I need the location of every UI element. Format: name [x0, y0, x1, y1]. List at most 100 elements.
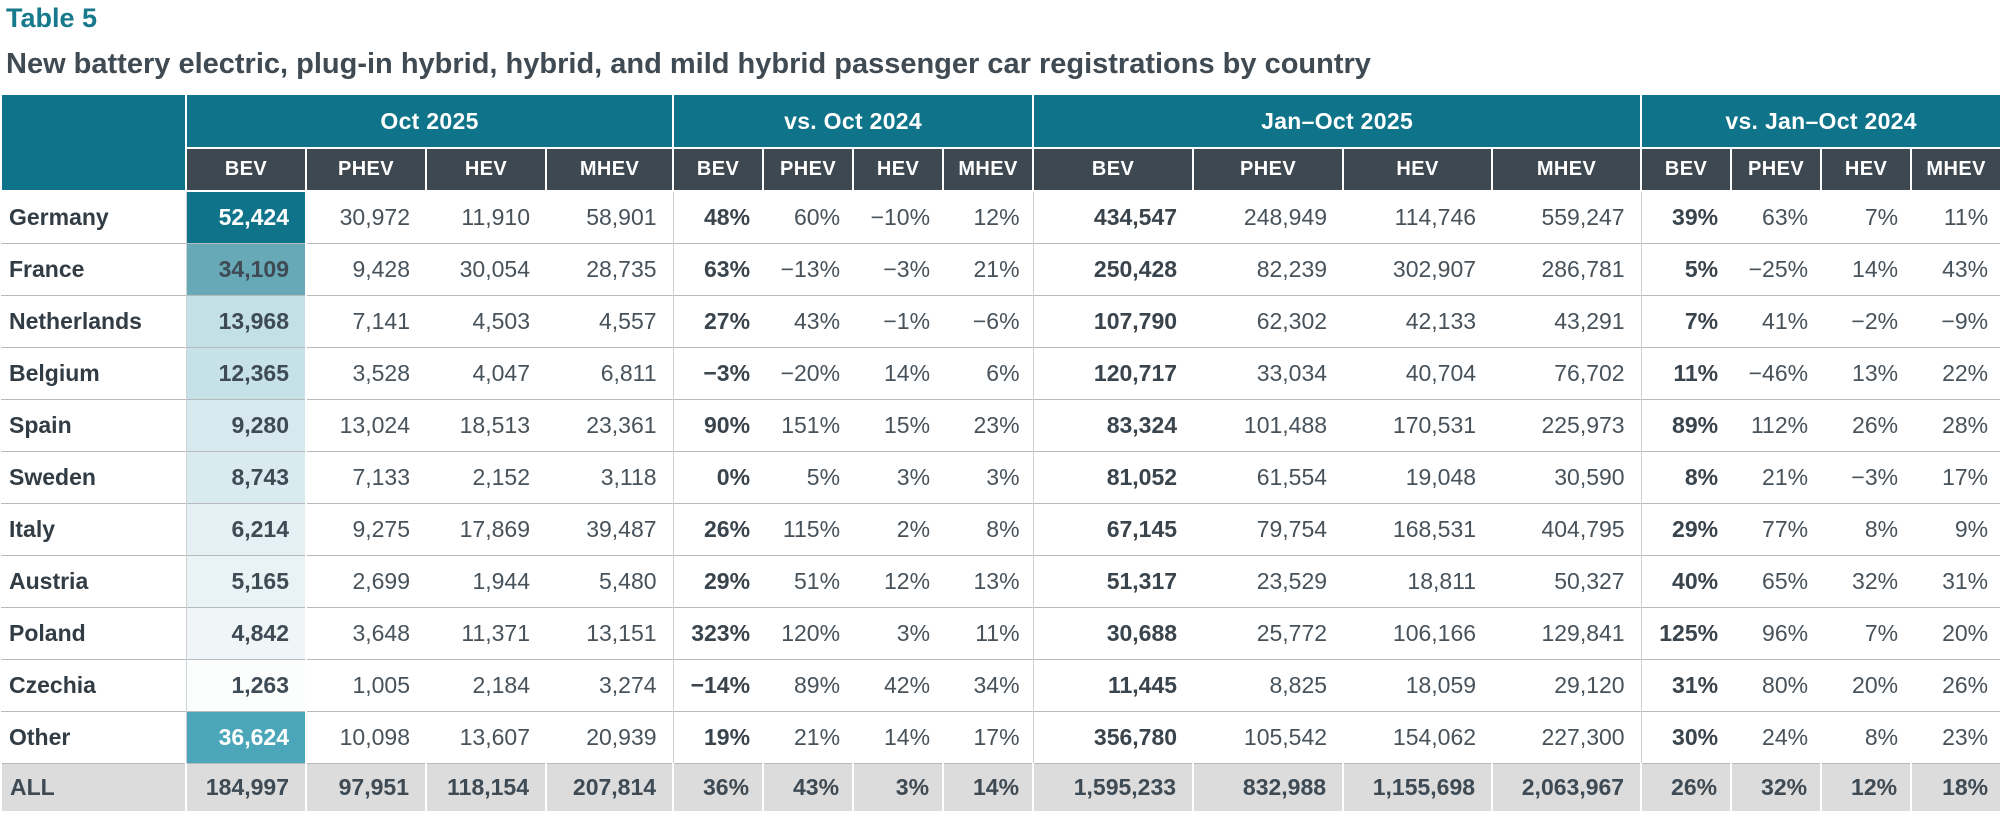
cell-oct-2025-bev: 13,968 [185, 295, 307, 348]
cell-vs-jan-oct-2024-mhev: −9% [1911, 295, 2000, 348]
cell-vs-jan-oct-2024-mhev: 18% [1910, 763, 2000, 812]
cell-vs-oct-2024-hev: 3% [853, 451, 944, 504]
cell-jan-oct-2025-bev: 356,780 [1032, 711, 1194, 764]
cell-jan-oct-2025-hev: 302,907 [1343, 243, 1493, 296]
cell-oct-2025-mhev: 23,361 [546, 399, 674, 452]
cell-vs-jan-oct-2024-bev: 11% [1640, 347, 1732, 400]
cell-oct-2025-hev: 11,371 [426, 607, 546, 660]
cell-oct-2025-hev: 2,184 [426, 659, 546, 712]
cell-oct-2025-phev: 10,098 [306, 711, 426, 764]
table-row: Italy 6,214 9,275 17,869 39,487 26% 115% 2% 8% 67… [1, 503, 2000, 556]
cell-vs-oct-2024-hev: −3% [853, 243, 944, 296]
cell-vs-oct-2024-mhev: 17% [943, 711, 1034, 764]
cell-vs-oct-2024-hev: 42% [853, 659, 944, 712]
cell-oct-2025-mhev: 20,939 [546, 711, 674, 764]
cell-vs-oct-2024-hev: 2% [853, 503, 944, 556]
cell-vs-oct-2024-bev: 36% [672, 763, 764, 812]
cell-vs-oct-2024-hev: 3% [853, 607, 944, 660]
cell-jan-oct-2025-mhev: 76,702 [1492, 347, 1642, 400]
group-header-vs-jan-oct-2024: vs. Jan–Oct 2024 [1640, 93, 2000, 150]
cell-jan-oct-2025-hev: 168,531 [1343, 503, 1493, 556]
cell-jan-oct-2025-mhev: 286,781 [1492, 243, 1642, 296]
cell-oct-2025-bev: 12,365 [185, 347, 307, 400]
cell-oct-2025-mhev: 4,557 [546, 295, 674, 348]
cell-vs-jan-oct-2024-mhev: 26% [1911, 659, 2000, 712]
column-header-phev: PHEV [762, 147, 855, 193]
cell-oct-2025-bev: 34,109 [185, 243, 307, 296]
cell-oct-2025-bev: 4,842 [185, 607, 307, 660]
cell-vs-oct-2024-bev: 63% [672, 243, 764, 296]
row-label: Spain [1, 399, 186, 452]
cell-oct-2025-hev: 4,047 [426, 347, 546, 400]
cell-jan-oct-2025-phev: 8,825 [1193, 659, 1344, 712]
cell-jan-oct-2025-hev: 19,048 [1343, 451, 1493, 504]
cell-vs-oct-2024-phev: 60% [763, 190, 854, 244]
column-header-hev: HEV [425, 147, 547, 193]
cell-vs-jan-oct-2024-mhev: 17% [1911, 451, 2000, 504]
cell-vs-oct-2024-mhev: 6% [943, 347, 1034, 400]
cell-vs-oct-2024-bev: 48% [672, 190, 764, 244]
report-table-figure: Table 5 New battery electric, plug-in hy… [0, 3, 2000, 812]
cell-jan-oct-2025-phev: 101,488 [1193, 399, 1344, 452]
cell-jan-oct-2025-bev: 434,547 [1032, 190, 1194, 244]
cell-vs-oct-2024-mhev: 3% [943, 451, 1034, 504]
cell-oct-2025-bev: 1,263 [185, 659, 307, 712]
cell-vs-jan-oct-2024-hev: −2% [1821, 295, 1912, 348]
cell-vs-oct-2024-bev: 323% [672, 607, 764, 660]
cell-vs-oct-2024-bev: −3% [672, 347, 764, 400]
cell-vs-jan-oct-2024-mhev: 43% [1911, 243, 2000, 296]
cell-oct-2025-bev: 9,280 [185, 399, 307, 452]
cell-jan-oct-2025-bev: 1,595,233 [1032, 763, 1194, 812]
cell-vs-oct-2024-hev: −10% [853, 190, 944, 244]
column-header-mhev: MHEV [1910, 147, 2000, 193]
cell-vs-jan-oct-2024-phev: 32% [1730, 763, 1822, 812]
cell-oct-2025-hev: 1,944 [426, 555, 546, 608]
cell-vs-oct-2024-mhev: 12% [943, 190, 1034, 244]
cell-vs-jan-oct-2024-phev: 96% [1731, 607, 1822, 660]
cell-vs-oct-2024-phev: −20% [763, 347, 854, 400]
cell-oct-2025-hev: 18,513 [426, 399, 546, 452]
row-label: France [1, 243, 186, 296]
cell-vs-oct-2024-hev: 14% [853, 711, 944, 764]
cell-jan-oct-2025-phev: 82,239 [1193, 243, 1344, 296]
cell-vs-oct-2024-bev: 90% [672, 399, 764, 452]
cell-vs-oct-2024-hev: 14% [853, 347, 944, 400]
column-header-hev: HEV [852, 147, 945, 193]
table-row: France 34,109 9,428 30,054 28,735 63% −13% −3% 2… [1, 243, 2000, 296]
table-row: Austria 5,165 2,699 1,944 5,480 29% 51% 12% 13% 5… [1, 555, 2000, 608]
cell-vs-jan-oct-2024-phev: 41% [1731, 295, 1822, 348]
cell-vs-jan-oct-2024-bev: 89% [1640, 399, 1732, 452]
cell-vs-jan-oct-2024-bev: 39% [1640, 190, 1732, 244]
cell-vs-jan-oct-2024-bev: 31% [1640, 659, 1732, 712]
cell-jan-oct-2025-bev: 107,790 [1032, 295, 1194, 348]
cell-vs-oct-2024-bev: 26% [672, 503, 764, 556]
cell-vs-jan-oct-2024-hev: 14% [1821, 243, 1912, 296]
cell-oct-2025-mhev: 5,480 [546, 555, 674, 608]
cell-vs-jan-oct-2024-mhev: 22% [1911, 347, 2000, 400]
table-row: Czechia 1,263 1,005 2,184 3,274 −14% 89% 42% 34%… [1, 659, 2000, 712]
cell-vs-oct-2024-hev: 3% [852, 763, 944, 812]
cell-vs-jan-oct-2024-hev: 8% [1821, 503, 1912, 556]
cell-vs-oct-2024-phev: 115% [763, 503, 854, 556]
cell-vs-jan-oct-2024-bev: 26% [1640, 763, 1732, 812]
cell-vs-jan-oct-2024-phev: 24% [1731, 711, 1822, 764]
cell-jan-oct-2025-phev: 105,542 [1193, 711, 1344, 764]
cell-vs-oct-2024-phev: −13% [763, 243, 854, 296]
cell-vs-oct-2024-phev: 43% [762, 763, 854, 812]
cell-vs-jan-oct-2024-hev: 8% [1821, 711, 1912, 764]
cell-oct-2025-phev: 7,141 [306, 295, 426, 348]
cell-oct-2025-mhev: 13,151 [546, 607, 674, 660]
cell-jan-oct-2025-mhev: 225,973 [1492, 399, 1642, 452]
column-header-hev: HEV [1342, 147, 1494, 193]
cell-vs-oct-2024-bev: 29% [672, 555, 764, 608]
cell-oct-2025-phev: 3,648 [306, 607, 426, 660]
cell-oct-2025-phev: 7,133 [306, 451, 426, 504]
row-label: ALL [0, 763, 186, 812]
group-header-oct-2025: Oct 2025 [184, 93, 675, 150]
cell-vs-oct-2024-phev: 21% [763, 711, 854, 764]
cell-jan-oct-2025-bev: 11,445 [1032, 659, 1194, 712]
cell-oct-2025-bev: 184,997 [185, 763, 306, 812]
cell-vs-jan-oct-2024-hev: 26% [1821, 399, 1912, 452]
cell-vs-jan-oct-2024-phev: 112% [1731, 399, 1822, 452]
row-label: Poland [1, 607, 186, 660]
